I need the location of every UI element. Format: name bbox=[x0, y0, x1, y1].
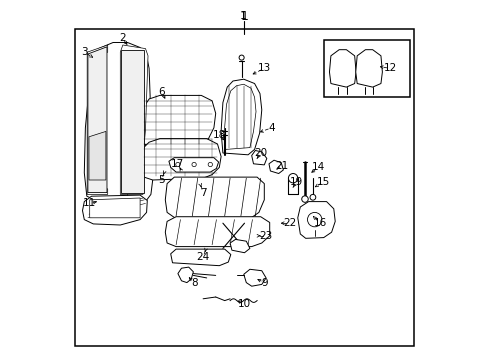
Text: 17: 17 bbox=[171, 159, 184, 169]
Text: 18: 18 bbox=[212, 130, 225, 140]
Polygon shape bbox=[251, 150, 266, 165]
Polygon shape bbox=[178, 267, 193, 283]
Text: 4: 4 bbox=[267, 123, 274, 133]
Text: 23: 23 bbox=[259, 231, 272, 241]
Polygon shape bbox=[170, 249, 230, 266]
Circle shape bbox=[288, 174, 297, 183]
Polygon shape bbox=[355, 50, 382, 87]
Polygon shape bbox=[121, 50, 144, 193]
Text: 21: 21 bbox=[275, 161, 288, 171]
Text: 19: 19 bbox=[289, 177, 303, 187]
Polygon shape bbox=[221, 79, 261, 155]
Text: 3: 3 bbox=[81, 47, 87, 57]
Polygon shape bbox=[140, 95, 215, 146]
Polygon shape bbox=[140, 139, 221, 180]
Polygon shape bbox=[297, 202, 335, 238]
Text: 1: 1 bbox=[240, 11, 246, 21]
Text: 7: 7 bbox=[200, 188, 206, 198]
Text: 15: 15 bbox=[316, 177, 330, 187]
Polygon shape bbox=[165, 177, 264, 217]
Text: 5: 5 bbox=[158, 175, 164, 185]
Polygon shape bbox=[127, 173, 152, 202]
Circle shape bbox=[192, 162, 196, 167]
Polygon shape bbox=[168, 158, 218, 172]
Polygon shape bbox=[84, 42, 150, 202]
Polygon shape bbox=[165, 217, 269, 247]
Circle shape bbox=[309, 194, 315, 200]
Text: 16: 16 bbox=[313, 218, 326, 228]
Bar bbox=[75, 29, 413, 346]
Circle shape bbox=[301, 196, 307, 202]
Text: 13: 13 bbox=[257, 63, 270, 73]
Polygon shape bbox=[87, 45, 107, 194]
Text: 22: 22 bbox=[282, 218, 296, 228]
Text: 9: 9 bbox=[261, 278, 267, 288]
Circle shape bbox=[175, 162, 180, 167]
Polygon shape bbox=[88, 47, 107, 193]
Text: 8: 8 bbox=[190, 278, 197, 288]
Polygon shape bbox=[120, 45, 148, 194]
Text: 12: 12 bbox=[383, 63, 396, 73]
Polygon shape bbox=[329, 50, 355, 87]
Circle shape bbox=[239, 55, 244, 60]
Text: 6: 6 bbox=[158, 87, 164, 97]
Polygon shape bbox=[268, 160, 283, 174]
Text: 2: 2 bbox=[119, 33, 125, 43]
Bar bbox=[323, 40, 409, 97]
Text: 20: 20 bbox=[254, 148, 267, 158]
Text: 10: 10 bbox=[238, 299, 250, 309]
Polygon shape bbox=[89, 131, 106, 180]
Text: 11: 11 bbox=[83, 198, 96, 208]
Circle shape bbox=[307, 212, 321, 227]
Polygon shape bbox=[82, 195, 147, 225]
Text: 1: 1 bbox=[240, 10, 248, 23]
Polygon shape bbox=[224, 84, 256, 149]
Circle shape bbox=[208, 162, 212, 167]
Text: 14: 14 bbox=[311, 162, 324, 172]
Polygon shape bbox=[244, 269, 265, 286]
Polygon shape bbox=[230, 239, 249, 253]
Polygon shape bbox=[89, 198, 140, 218]
Text: 24: 24 bbox=[196, 252, 209, 262]
